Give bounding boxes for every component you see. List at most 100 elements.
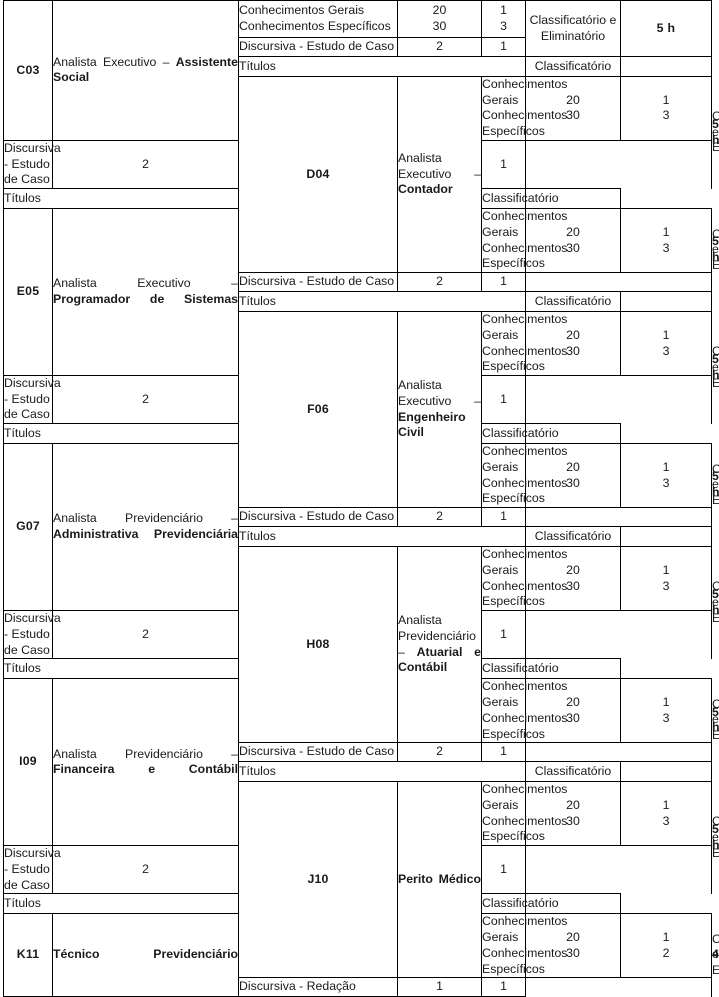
cargo-name-cell: Analista Executivo – Contador	[397, 75, 482, 274]
carater-cell: Classificatório	[481, 188, 559, 210]
table-row: Títulos Classificatório	[3, 658, 712, 680]
prova-discursiva-cell: Discursiva - Estudo de Caso	[3, 139, 61, 190]
peso-cell: 1	[481, 507, 526, 528]
peso-value: 1	[662, 327, 670, 342]
cargo-specialty: Assistente Social	[53, 54, 238, 85]
questoes-value: 30	[432, 19, 447, 33]
subject-line: Conhecimentos Gerais	[482, 679, 568, 710]
duracao-cell	[620, 56, 712, 77]
questoes-cell: 2	[397, 37, 482, 57]
cargo-name-cell: Analista Previdenciário – Administrativa…	[52, 443, 239, 612]
exam-table-body: C03 Analista Executivo – Assistente Socia…	[3, 0, 719, 997]
table-row: D04 Analista Executivo – Contador Conhecim…	[4, 75, 719, 274]
prova-discursiva-cell: Discursiva - Estudo de Caso	[238, 742, 398, 763]
questoes-cell: 20 30	[525, 913, 621, 979]
questoes-value: 30	[566, 578, 580, 593]
questoes-cell: 2	[397, 272, 482, 293]
subject-line: Conhecimentos Gerais	[239, 3, 365, 18]
questoes-value: 20	[566, 327, 580, 342]
questoes-cell: 20 30	[525, 208, 621, 274]
cargo-specialty: Engenheiro Civil	[398, 409, 466, 440]
peso-value: 1	[662, 695, 670, 710]
prova-titulos-cell: Títulos	[238, 291, 526, 313]
questoes-cell: 1	[397, 977, 482, 997]
prova-discursiva-cell: Discursiva - Estudo de Caso	[238, 37, 398, 57]
prova-discursiva-cell: Discursiva - Estudo de Caso	[238, 507, 398, 528]
cargo-name-cell: Analista Executivo – Engenheiro Civil	[397, 311, 482, 509]
subject-line: Conhecimentos Gerais	[482, 782, 568, 812]
duracao-cell	[525, 423, 621, 445]
table-row: Títulos Classificatório	[4, 526, 712, 548]
table-row: C03 Analista Executivo – Assistente Socia…	[3, 0, 712, 141]
peso-cell: 1	[481, 139, 526, 190]
carater-cell: Classificatório	[525, 526, 621, 548]
peso-value: 3	[662, 813, 670, 828]
peso-value: 1	[662, 797, 670, 812]
questoes-value: 30	[566, 945, 580, 960]
peso-value: 3	[500, 19, 507, 33]
cargo-code-cell: K11	[3, 913, 53, 997]
subject-line: Conhecimentos Específicos	[239, 19, 391, 33]
cargo-specialty: Programador de Sistemas	[53, 292, 238, 307]
questoes-value: 20	[566, 797, 580, 812]
questoes-value: 20	[432, 3, 447, 18]
duracao-cell	[525, 658, 621, 680]
peso-value: 1	[662, 92, 670, 107]
prova-titulos-cell: Títulos	[238, 761, 526, 783]
carater-cell: Classificatório	[525, 291, 621, 313]
prova-titulos-cell: Títulos	[3, 658, 398, 680]
subject-line: Conhecimentos Específicos	[482, 710, 568, 741]
prova-subjects-cell: Conhecimentos Gerais Conhecimentos Especí…	[481, 443, 568, 509]
carater-cell: Classificatório	[525, 56, 621, 77]
prova-titulos-cell: Títulos	[238, 526, 526, 548]
subject-line: Conhecimentos Gerais	[482, 312, 568, 342]
cargo-specialty: Técnico Previdenciário	[53, 947, 238, 962]
cargo-name-cell: Analista Executivo – Programador de Sist…	[52, 208, 239, 377]
subject-line: Conhecimentos Específicos	[482, 578, 568, 609]
table-row: Discursiva - Estudo de Caso 2 1	[4, 507, 712, 528]
cargo-specialty: Administrativa Previdenciária	[53, 527, 238, 542]
exam-stages-table: C03 Analista Executivo – Assistente Socia…	[3, 0, 719, 997]
peso-value: 1	[500, 3, 507, 18]
questoes-value: 30	[566, 108, 580, 123]
peso-value: 1	[662, 459, 670, 474]
questoes-cell: 2	[397, 742, 482, 763]
peso-value: 3	[662, 108, 670, 123]
questoes-cell: 2	[52, 845, 239, 895]
carater-cell: Classificatório	[481, 423, 559, 445]
subject-line: Conhecimentos Gerais	[482, 547, 568, 577]
subject-line: Conhecimentos Específicos	[482, 475, 568, 506]
peso-cell: 1	[481, 610, 526, 660]
prova-titulos-cell: Títulos	[238, 56, 526, 77]
carater-cell: Classificatório	[481, 658, 559, 680]
cargo-code-cell: I09	[3, 678, 53, 847]
duracao-cell	[620, 761, 712, 783]
peso-cell: 1	[481, 272, 526, 293]
questoes-cell: 20 30	[397, 0, 482, 38]
questoes-value: 30	[566, 710, 580, 725]
cargo-code-cell: D04	[238, 75, 398, 274]
prova-discursiva-cell: Discursiva - Estudo de Caso	[3, 845, 61, 895]
table-row: Títulos Classificatório	[3, 188, 712, 210]
cargo-code-cell: G07	[3, 443, 53, 612]
questoes-value: 20	[566, 92, 580, 107]
questoes-value: 30	[566, 475, 580, 490]
prova-discursiva-cell: Discursiva - Redação	[238, 977, 398, 997]
cargo-name-cell: Analista Previdenciário – Financeira e C…	[52, 678, 239, 847]
table-row: G07 Analista Previdenciário – Administrat…	[3, 443, 719, 612]
subject-line: Conhecimentos Gerais	[482, 444, 568, 474]
table-row: F06 Analista Executivo – Engenheiro Civil…	[4, 311, 719, 509]
subject-line: Conhecimentos Gerais	[482, 914, 568, 945]
carater-cell: Classificatório e Eliminatório	[525, 0, 621, 57]
duracao-cell	[620, 291, 712, 313]
questoes-value: 30	[566, 813, 580, 828]
questoes-cell: 20 30	[525, 678, 621, 744]
peso-cell: 1	[481, 37, 526, 57]
cargo-specialty: Atuarial e Contábil	[398, 644, 481, 675]
